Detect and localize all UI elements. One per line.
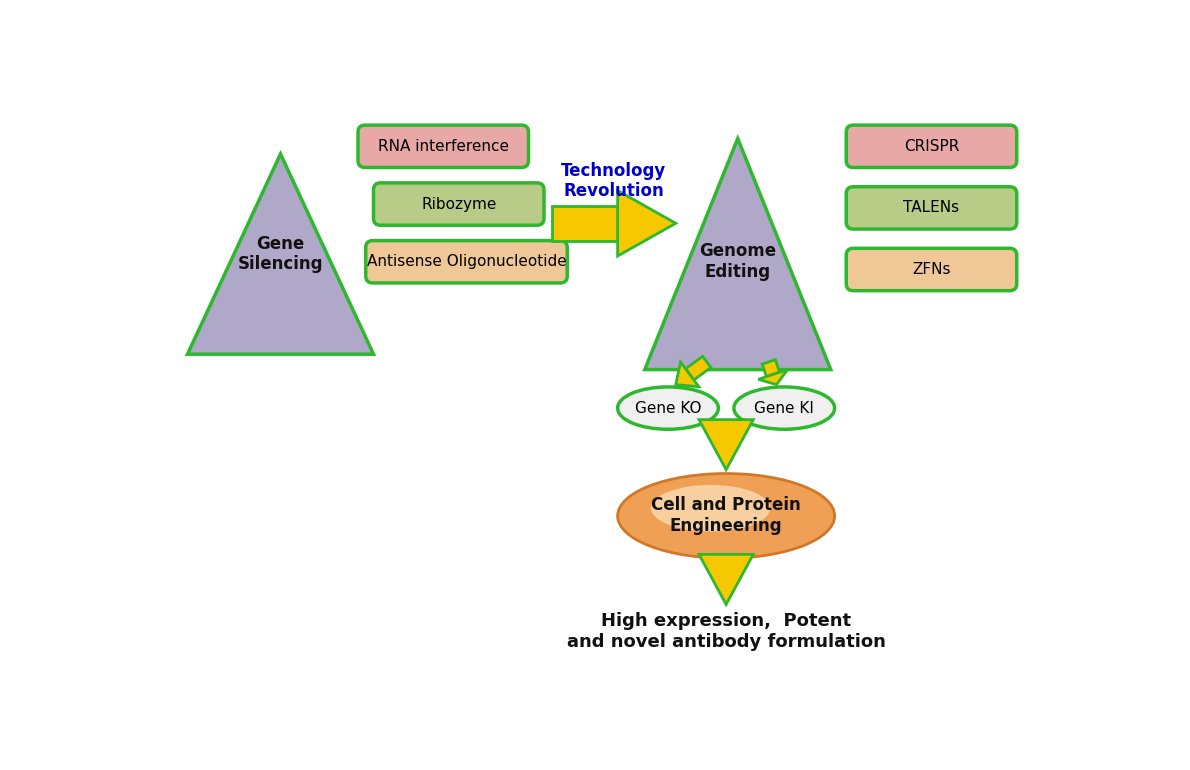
Ellipse shape	[618, 474, 834, 558]
Text: High expression,  Potent
and novel antibody formulation: High expression, Potent and novel antibo…	[566, 612, 885, 651]
FancyBboxPatch shape	[374, 182, 544, 225]
Text: Ribozyme: Ribozyme	[421, 196, 496, 212]
FancyBboxPatch shape	[846, 186, 1016, 229]
Ellipse shape	[618, 387, 719, 430]
FancyBboxPatch shape	[846, 125, 1016, 167]
Polygon shape	[758, 370, 788, 384]
Ellipse shape	[734, 387, 834, 430]
Ellipse shape	[651, 485, 770, 531]
Polygon shape	[762, 360, 779, 377]
Bar	[552, 206, 618, 240]
Bar	[714, 554, 738, 562]
Polygon shape	[618, 190, 676, 256]
Polygon shape	[188, 154, 374, 354]
Text: Gene KO: Gene KO	[634, 400, 701, 416]
FancyBboxPatch shape	[358, 125, 528, 167]
Text: Genome
Editing: Genome Editing	[700, 243, 776, 281]
Text: Gene KI: Gene KI	[754, 400, 814, 416]
Text: Technology
Revolution: Technology Revolution	[562, 162, 666, 200]
Polygon shape	[676, 362, 699, 387]
FancyBboxPatch shape	[365, 240, 568, 283]
Polygon shape	[645, 139, 831, 370]
Text: Gene
Silencing: Gene Silencing	[238, 235, 324, 273]
Text: CRISPR: CRISPR	[904, 139, 959, 154]
Text: TALENs: TALENs	[903, 200, 959, 216]
Text: ZFNs: ZFNs	[913, 262, 951, 277]
Polygon shape	[699, 420, 753, 470]
Text: Antisense Oligonucleotide: Antisense Oligonucleotide	[367, 254, 566, 270]
Text: Cell and Protein
Engineering: Cell and Protein Engineering	[651, 497, 801, 535]
Polygon shape	[685, 357, 710, 380]
Bar	[714, 420, 738, 433]
Polygon shape	[699, 554, 753, 604]
Text: RNA interference: RNA interference	[377, 139, 509, 154]
FancyBboxPatch shape	[846, 248, 1016, 290]
